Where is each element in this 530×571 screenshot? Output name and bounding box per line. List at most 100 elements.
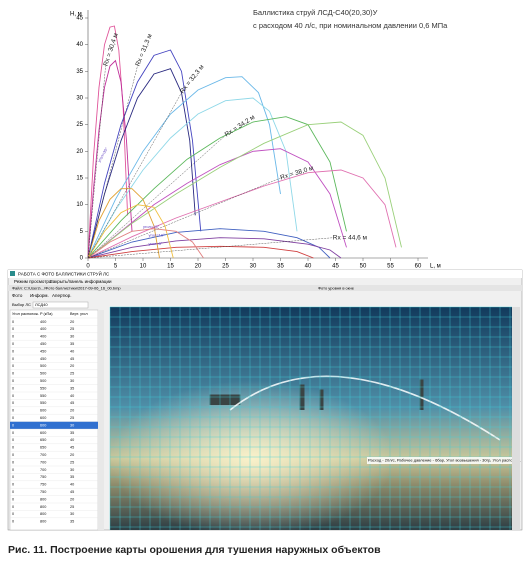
table-cell: 400 [40, 327, 46, 331]
table-cell: 700 [40, 453, 46, 457]
x-tick-label: 0 [86, 264, 90, 270]
table-cell: 750 [40, 490, 46, 494]
table-cell: 800 [40, 505, 46, 509]
table-cell: 500 [40, 372, 46, 376]
table-cell: 0 [12, 483, 14, 487]
table-cell: 40 [70, 394, 74, 398]
table-cell: 20 [70, 320, 74, 324]
table-cell: 0 [12, 386, 14, 390]
trajectory [87, 76, 281, 259]
table-cell: 40 [70, 483, 74, 487]
table-cell: 0 [12, 431, 14, 435]
table-cell: 600 [40, 423, 46, 427]
chart-subtitle: с расходом 40 л/с, при номинальном давле… [253, 21, 448, 30]
y-tick-label: 45 [76, 16, 83, 22]
table-cell: 30 [70, 423, 74, 427]
window-title: РАБОТА С ФОТО БАЛЛИСТИКИ СТРУЙ ЛС [18, 270, 110, 277]
table-header: Верт. угол [70, 312, 88, 316]
x-tick-label: 10 [140, 264, 147, 270]
tab[interactable]: Фото [12, 293, 23, 298]
annotation: Rx = 44,6 м [333, 234, 368, 241]
range-guide [87, 237, 333, 259]
trajectory [87, 228, 331, 259]
table-cell: 35 [70, 342, 74, 346]
x-tick-label: 20 [195, 264, 202, 270]
table-cell: 0 [12, 379, 14, 383]
range-guide [87, 177, 281, 259]
table-cell: 20 [70, 364, 74, 368]
selector[interactable] [32, 301, 89, 309]
table-cell: 550 [40, 394, 46, 398]
table-cell: 0 [12, 468, 14, 472]
selected-row [10, 421, 98, 429]
trajectory [87, 68, 196, 259]
trajectory [87, 188, 160, 259]
scrollbar[interactable] [98, 310, 104, 530]
side-ruler [512, 307, 520, 530]
table-cell: 0 [12, 342, 14, 346]
table-cell: 40 [70, 438, 74, 442]
table-cell: 800 [40, 520, 46, 524]
y-tick-label: 35 [76, 69, 83, 75]
panel-title: Фото уровня в окне [318, 286, 355, 291]
x-axis-label: L, м [430, 264, 441, 270]
table-cell: 0 [12, 401, 14, 405]
x-tick-label: 45 [332, 264, 339, 270]
menu-item[interactable]: Режим просмотра [14, 279, 52, 284]
tab[interactable]: Информ. [30, 293, 49, 298]
annotation: угол=10° [149, 233, 166, 238]
table-cell: 500 [40, 379, 46, 383]
table-cell: 0 [12, 505, 14, 509]
table-cell: 25 [70, 372, 74, 376]
table-cell: 0 [12, 394, 14, 398]
table-cell: 0 [12, 409, 14, 413]
table-cell: 600 [40, 409, 46, 413]
table-cell: 25 [70, 460, 74, 464]
annotation: угол=15° [143, 224, 160, 229]
table-cell: 0 [12, 475, 14, 479]
file-path: Файл: C:\Users\...\Фото баллистики\2017-… [12, 286, 121, 291]
x-tick-label: 60 [415, 264, 422, 270]
trajectory [87, 59, 133, 259]
overlay-text: Расход - 20л/с, Рабочее давление - 6бар,… [368, 458, 521, 463]
menu-item[interactable]: Закрыть/панель информации [50, 279, 112, 284]
table-cell: 600 [40, 416, 46, 420]
y-tick-label: 5 [80, 229, 84, 235]
table-cell: 30 [70, 512, 74, 516]
x-tick-label: 40 [305, 264, 312, 270]
x-tick-label: 15 [167, 264, 174, 270]
table-cell: 0 [12, 490, 14, 494]
x-tick-label: 35 [277, 264, 284, 270]
table-cell: 0 [12, 372, 14, 376]
table-cell: 450 [40, 349, 46, 353]
table-cell: 0 [12, 416, 14, 420]
y-tick-label: 0 [80, 256, 84, 262]
table-cell: 35 [70, 475, 74, 479]
table-cell: 700 [40, 460, 46, 464]
path-bar [8, 285, 522, 291]
range-guide [87, 92, 182, 259]
annotation: угол=30° [96, 146, 109, 163]
table-cell: 0 [12, 357, 14, 361]
x-tick-label: 25 [222, 264, 229, 270]
table-cell: 35 [70, 520, 74, 524]
app-icon [10, 271, 15, 276]
trajectory [87, 237, 342, 259]
table-cell: 800 [40, 497, 46, 501]
annotation: угол=5° [149, 241, 163, 246]
table-cell: 0 [12, 364, 14, 368]
x-tick-label: 5 [114, 264, 118, 270]
y-tick-label: 15 [76, 176, 83, 182]
table-cell: 0 [12, 349, 14, 353]
table-cell: 45 [70, 446, 74, 450]
x-tick-label: 55 [387, 264, 394, 270]
y-tick-label: 10 [76, 202, 83, 208]
app-screenshot: РАБОТА С ФОТО БАЛЛИСТИКИ СТРУЙ ЛС Режим … [7, 270, 523, 531]
table-cell: 650 [40, 438, 46, 442]
table-cell: 45 [70, 490, 74, 494]
table-cell: 550 [40, 401, 46, 405]
tab[interactable]: Апертюр. [52, 293, 72, 298]
range-guide [87, 135, 226, 259]
table-cell: 400 [40, 320, 46, 324]
